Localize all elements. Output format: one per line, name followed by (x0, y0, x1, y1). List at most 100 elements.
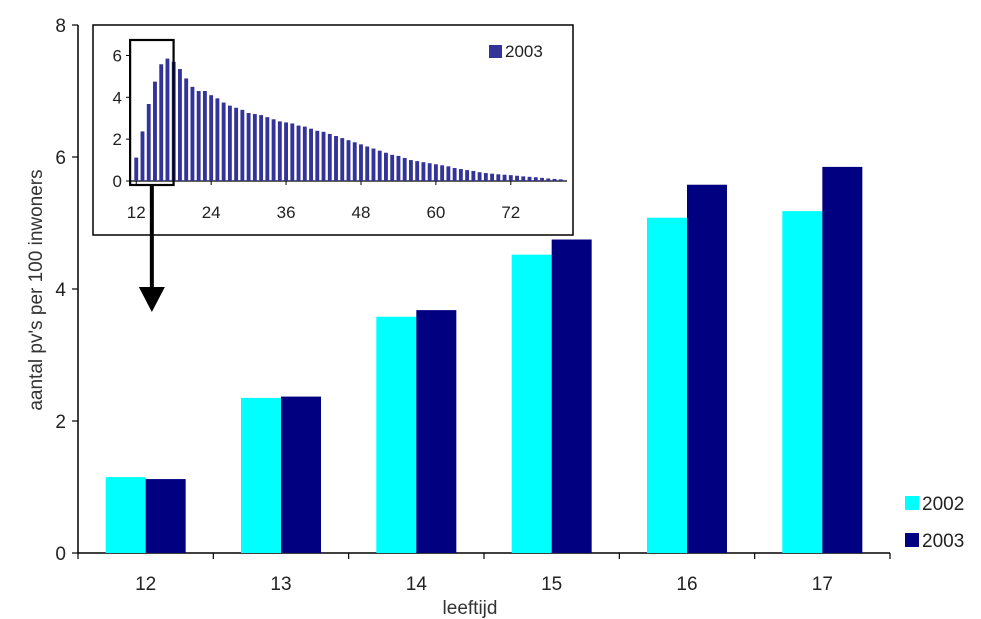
inset-bar-age-34 (271, 119, 276, 181)
inset-bar-age-21 (190, 86, 195, 181)
inset-bar-age-13 (140, 131, 145, 181)
inset-bar-age-23 (202, 91, 207, 181)
inset-bar-age-68 (483, 173, 488, 181)
inset-bar-age-33 (265, 117, 270, 181)
inset-bar-age-66 (471, 170, 476, 181)
inset-bar-age-47 (352, 142, 357, 181)
bar-2002-15 (511, 254, 552, 553)
inset-highlight-box (129, 38, 175, 187)
inset-bar-age-32 (259, 115, 264, 181)
inset-bar-age-39 (302, 126, 307, 181)
inset-y-tick-label: 4 (113, 88, 122, 107)
inset-bar-age-51 (377, 150, 382, 181)
inset-bar-age-71 (502, 174, 507, 181)
inset-bar-age-43 (327, 133, 332, 181)
inset-bar-age-15 (153, 81, 157, 181)
inset-bar-age-72 (508, 175, 513, 181)
inset-bar-age-45 (340, 138, 345, 181)
inset-bar-age-65 (465, 170, 470, 181)
legend-label-2002: 2002 (922, 494, 964, 515)
legend-swatch-2003 (905, 533, 919, 547)
inset-bar-age-20 (184, 78, 189, 181)
inset-bar-age-14 (146, 104, 151, 181)
inset-bar-age-55 (402, 157, 407, 181)
inset-y-tick-label: 6 (113, 46, 122, 65)
inset-bar-age-63 (452, 168, 457, 181)
bar-2002-12 (105, 477, 146, 553)
inset-bar-age-37 (290, 123, 295, 181)
inset-bar-age-60 (433, 164, 438, 181)
inset-bar-age-19 (178, 69, 182, 181)
inset-bar-age-74 (521, 176, 526, 181)
inset-bar-age-56 (408, 160, 413, 181)
x-tick-label: 14 (406, 574, 428, 595)
inset-bar-age-61 (440, 165, 445, 181)
inset-bar-age-73 (515, 175, 519, 181)
bar-2002-17 (782, 211, 823, 553)
inset-bar-age-53 (390, 154, 395, 181)
inset-bar-age-70 (496, 174, 501, 181)
x-tick-label: 12 (135, 574, 156, 595)
inset-bar-age-35 (277, 121, 282, 181)
arrow-head (138, 287, 165, 312)
inset-bar-age-64 (458, 169, 463, 181)
inset-bar-age-27 (227, 105, 232, 181)
inset-bar-age-46 (346, 140, 351, 181)
inset-y-tick-label: 2 (113, 130, 122, 149)
inset-bar-age-58 (421, 162, 426, 181)
inset-bar-age-80 (558, 179, 563, 181)
inset-y-tick-label: 0 (113, 172, 122, 191)
inset-bar-age-29 (240, 109, 245, 181)
main-bars (105, 166, 863, 553)
inset-x-tick-label: 48 (352, 203, 371, 222)
y-tick-label: 4 (55, 280, 66, 301)
inset-bar-age-76 (533, 177, 538, 181)
bar-2003-17 (822, 166, 863, 553)
inset-bar-age-28 (234, 107, 239, 181)
inset-bar-age-12 (134, 157, 139, 181)
legend-label-2003: 2003 (922, 531, 964, 552)
inset-bar-age-54 (396, 155, 401, 181)
inset-bar-age-50 (371, 148, 376, 181)
inset-x-tick-label: 72 (501, 203, 520, 222)
bar-2003-16 (687, 184, 727, 553)
inset-legend-label: 2003 (505, 42, 543, 61)
inset-bar-age-26 (221, 102, 226, 181)
bar-2002-13 (241, 397, 281, 553)
inset-bar-age-78 (546, 178, 551, 181)
inset-bar-age-75 (527, 176, 532, 181)
inset-bar-age-38 (296, 125, 301, 181)
inset-bar-age-22 (196, 91, 201, 181)
inset-bar-age-77 (540, 177, 544, 181)
inset-x-tick-label: 24 (202, 203, 221, 222)
inset-bar-age-16 (159, 64, 164, 181)
inset-bar-age-62 (446, 166, 451, 181)
y-tick-label: 0 (55, 544, 66, 565)
y-tick-label: 8 (55, 16, 66, 37)
inset-bar-age-67 (477, 172, 482, 181)
inset-bar-age-57 (415, 161, 420, 181)
inset-bar-age-79 (552, 178, 557, 181)
inset-bar-age-52 (384, 152, 388, 181)
x-tick-label: 17 (812, 574, 833, 595)
y-axis-label: aantal pv's per 100 inwoners (26, 169, 47, 410)
bar-2002-14 (376, 316, 417, 553)
inset-bar-age-24 (209, 95, 214, 181)
zoom-arrow (138, 186, 165, 312)
inset-bar-age-44 (334, 136, 338, 181)
inset-bar-age-59 (427, 163, 432, 181)
bar-2003-12 (145, 479, 186, 553)
y-tick-label: 2 (55, 412, 66, 433)
inset-x-tick-label: 36 (277, 203, 296, 222)
inset-bar-age-41 (315, 130, 320, 181)
inset-bar-age-42 (321, 131, 326, 181)
bar-2003-15 (551, 239, 592, 553)
inset-bar-age-36 (284, 122, 289, 181)
bar-2002-16 (647, 217, 687, 553)
x-axis-label: leeftijd (443, 598, 498, 619)
x-tick-label: 13 (270, 574, 291, 595)
inset-x-tick-label: 60 (426, 203, 445, 222)
